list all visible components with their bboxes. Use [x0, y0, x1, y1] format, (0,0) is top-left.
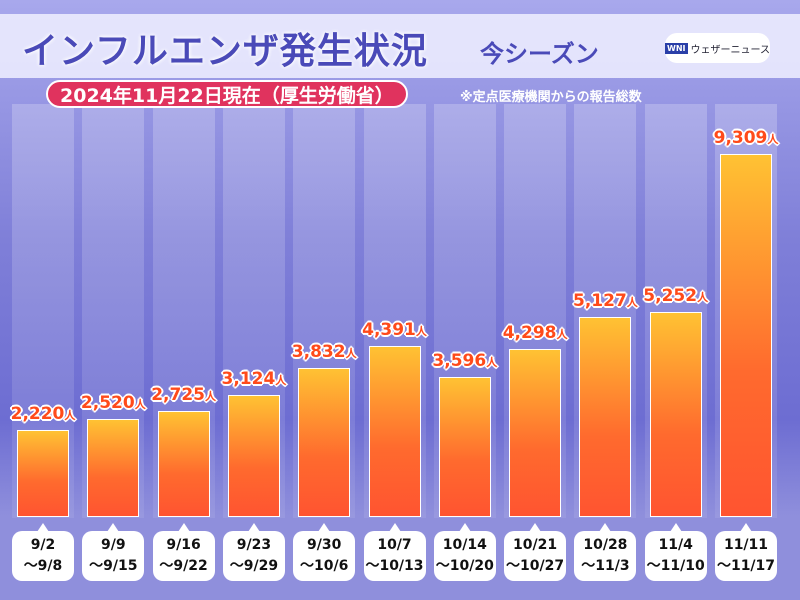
data-label: 2,725人	[151, 384, 216, 405]
x-tick-label: 9/16 ～9/22	[152, 523, 215, 581]
bar	[298, 367, 351, 517]
bar	[157, 410, 210, 517]
data-label: 3,596人	[432, 350, 498, 371]
data-label: 2,220人	[10, 404, 76, 425]
x-tick-label: 10/7 ～10/13	[363, 523, 426, 581]
data-label: 5,252人	[643, 286, 709, 307]
weathernews-logo: WNI ウェザーニュース	[665, 33, 770, 63]
bar	[368, 345, 421, 517]
bar	[438, 376, 491, 517]
x-tick-label: 9/30 ～10/6	[293, 523, 356, 581]
x-tick-label: 9/9 ～9/15	[82, 523, 145, 581]
logo-mark: WNI	[665, 42, 688, 54]
chart-subtitle: 今シーズン	[480, 40, 599, 68]
x-tick-label: 10/21 ～10/27	[504, 523, 567, 581]
x-tick-label: 10/28 ～11/3	[574, 523, 637, 581]
x-tick-label: 11/11 ～11/17	[715, 523, 777, 581]
x-tick-label: 11/4 ～11/10	[644, 523, 707, 581]
bar	[579, 317, 632, 517]
bar	[720, 154, 772, 517]
x-tick-label: 9/23 ～9/29	[222, 523, 285, 581]
bar	[17, 430, 69, 517]
data-label: 5,127人	[573, 291, 638, 312]
bar	[87, 418, 140, 517]
data-label: 9,309人	[713, 128, 779, 148]
bar	[649, 312, 702, 517]
bar	[227, 395, 280, 517]
data-label: 3,124人	[221, 369, 287, 390]
date-badge: 2024年11月22日現在（厚生労働省）	[46, 80, 408, 108]
chart-title: インフルエンザ発生状況	[22, 31, 428, 72]
logo-text: ウェザーニュース	[690, 44, 771, 56]
x-tick-label: 10/14 ～10/20	[433, 523, 496, 581]
data-label: 4,298人	[502, 323, 568, 344]
data-label: 3,832人	[291, 341, 357, 362]
x-tick-label: 9/2 ～9/8	[12, 523, 74, 581]
data-label: 4,391人	[362, 319, 427, 340]
data-label: 2,520人	[80, 392, 146, 413]
bar	[509, 349, 562, 517]
source-note: ※定点医療機関からの報告総数	[460, 90, 642, 105]
